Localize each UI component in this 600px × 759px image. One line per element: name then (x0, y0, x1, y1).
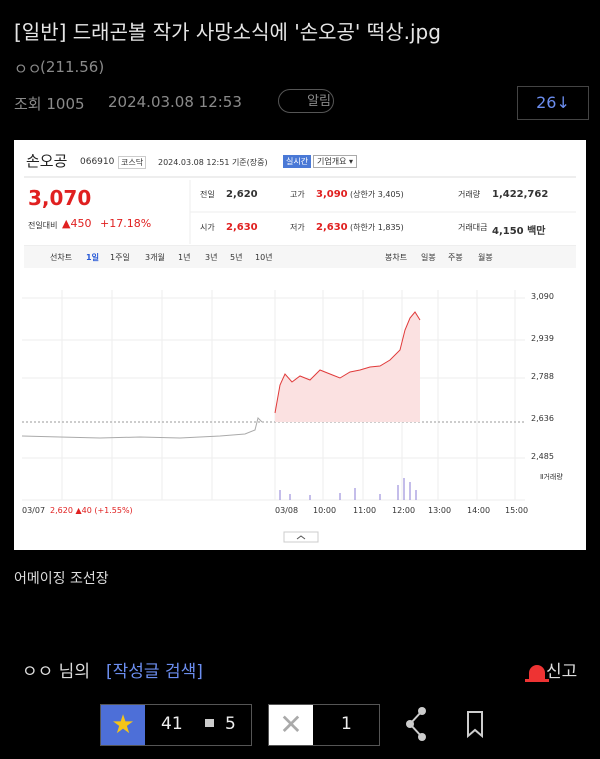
date: 2024.03.08 12:53 (108, 93, 242, 111)
author-search[interactable]: [작성글 검색] (106, 662, 203, 682)
stat-value: 1,422,762 (492, 189, 549, 200)
mini-likes: 5 (225, 714, 236, 734)
x-label: 15:00 (505, 506, 529, 515)
change-pct: +17.18% (100, 217, 152, 230)
author[interactable]: ㅇㅇ (14, 60, 42, 78)
stat-value: (상한가 3,405) (350, 190, 404, 199)
x-label: 10:00 (313, 506, 337, 515)
stat-label: 전일 (200, 190, 215, 199)
stock-code: 066910 (80, 157, 115, 167)
chart-tab: 3년 (205, 253, 218, 262)
x-label: 14:00 (467, 506, 491, 515)
candle-tab: 월봉 (478, 253, 493, 262)
y-label: 2,485 (531, 452, 554, 461)
chart-tab: 1주일 (110, 253, 130, 262)
stat-value: 2,620 (226, 189, 258, 200)
likes: 41 (161, 714, 183, 734)
stat-label: 시가 (200, 223, 215, 232)
quote-time: 2024.03.08 12:51 기준(장중) (158, 158, 268, 167)
x-label: 12:00 (392, 506, 416, 515)
chart-tab: 5년 (230, 253, 243, 262)
prev-date: 03/07 (22, 506, 46, 515)
author-ip: (211.56) (40, 58, 105, 76)
stat-label: 고가 (290, 190, 305, 199)
x-label: 13:00 (428, 506, 452, 515)
price: 3,070 (28, 186, 92, 210)
comment-count: 26↓ (536, 93, 570, 112)
dislikes: 1 (341, 714, 352, 734)
stat-label: 저가 (290, 223, 305, 232)
candle-tab: 봉차트 (385, 253, 408, 262)
candle-tab: 주봉 (448, 253, 463, 262)
stock-image (14, 140, 586, 550)
comment-count-button[interactable]: 26↓ (517, 86, 589, 120)
realtime-badge: 실시간 (283, 155, 312, 168)
change: ▲450 (62, 217, 92, 230)
stat-value: (하한가 1,835) (350, 223, 404, 232)
x-label: 03/08 (275, 506, 299, 515)
chart-tab: 선차트 (50, 253, 73, 262)
chart-tab: 10년 (255, 253, 273, 262)
stat-label: 거래량 (458, 190, 481, 199)
chart-tab: 1일 (86, 253, 99, 262)
like-button[interactable]: ★ 41 5 (100, 704, 252, 746)
candle-tab: 일봉 (421, 253, 436, 262)
x-label: 11:00 (353, 506, 377, 515)
report[interactable]: 신고 (546, 662, 578, 682)
y-label: 3,090 (531, 292, 554, 301)
chart-tab: 1년 (178, 253, 191, 262)
post-title: [일반] 드래곤볼 작가 사망소식에 '손오공' 떡상.jpg (14, 20, 441, 44)
dislike-button[interactable]: ✕ 1 (268, 704, 380, 746)
y-label: 2,636 (531, 414, 554, 423)
y-label: 2,939 (531, 334, 554, 343)
stat-value: 4,150 백만 (492, 226, 546, 237)
chart-tab: 3개월 (145, 253, 165, 262)
change-label: 전일대비 (28, 221, 58, 230)
caption: 어메이징 조선장 (14, 571, 109, 587)
alarm-button[interactable]: 알림 (278, 89, 334, 113)
footer-author: ㅇㅇ 님의 (22, 662, 90, 682)
market: 코스닥 (118, 156, 147, 169)
alarm-label: 알림 (307, 94, 331, 109)
stat-value: 2,630 (316, 222, 348, 233)
prev-info: 2,620 ▲40 (+1.55%) (50, 506, 133, 515)
stat-value: 2,630 (226, 222, 258, 233)
volume-label: Ⅱ거래량 (540, 473, 563, 481)
y-label: 2,788 (531, 372, 554, 381)
views: 조회 1005 (14, 95, 85, 113)
company-info[interactable]: 기업개요 ▾ (313, 155, 357, 168)
stat-value: 3,090 (316, 189, 348, 200)
stock-name: 손오공 (26, 152, 68, 170)
stat-label: 거래대금 (458, 223, 488, 232)
